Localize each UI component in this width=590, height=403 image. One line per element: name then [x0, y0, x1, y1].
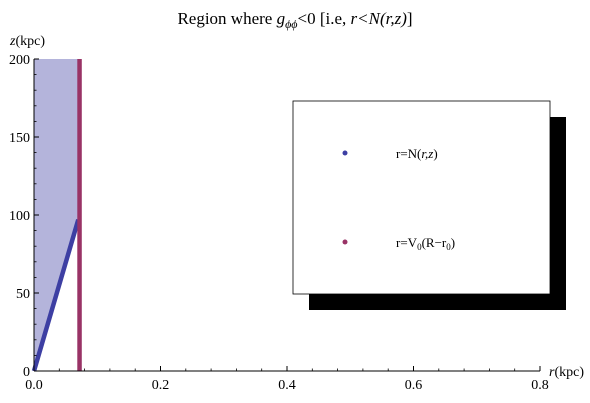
- legend-box: [292, 100, 551, 295]
- title-expression: r<N(r,z): [351, 9, 408, 28]
- x-axis-variable: r: [549, 365, 555, 380]
- x-axis-unit: (kpc): [554, 365, 584, 380]
- y-axis-variable: z: [9, 34, 16, 49]
- x-axis-label: r(kpc): [549, 365, 584, 380]
- x-tick-label: 0.2: [152, 378, 170, 393]
- legend-series-2-sub2: 0: [446, 242, 451, 252]
- x-tick-label: 0.6: [405, 378, 423, 393]
- x-tick-label: 0.8: [531, 378, 549, 393]
- y-tick-label: 100: [9, 209, 30, 224]
- y-axis-unit: (kpc): [15, 34, 45, 49]
- title-prefix: Region where: [177, 9, 276, 28]
- y-tick-label: 50: [16, 287, 30, 302]
- legend-marker-series-2: [342, 239, 348, 245]
- legend-series-2-sub: 0: [417, 242, 422, 252]
- chart-title: Region where gϕϕ<0 [i.e, r<N(r,z)]: [177, 9, 412, 31]
- title-subscript: ϕϕ: [285, 17, 297, 31]
- legend-label-series-1: r=N(r,z): [396, 146, 438, 161]
- y-axis-label: z(kpc): [9, 34, 45, 49]
- legend-series-1-end: ): [433, 146, 437, 161]
- legend-label-series-2: r=V0(R−r0): [396, 235, 455, 252]
- x-tick-label: 0.4: [278, 378, 296, 393]
- y-tick-label: 200: [9, 53, 30, 68]
- title-suffix: ]: [407, 9, 413, 28]
- series-layer: [31, 59, 82, 372]
- shaded-region-layer: [34, 59, 79, 371]
- title-symbol: g: [277, 9, 286, 28]
- legend-series-1-args: r,z: [421, 146, 433, 161]
- ticks-layer: 0.0 0.2 0.4 0.6 0.8 0 50 100 150 200: [9, 53, 549, 393]
- legend-series-2-end: ): [451, 235, 455, 250]
- x-tick-label: 0.0: [25, 378, 43, 393]
- legend-marker-series-1: [342, 150, 348, 156]
- legend-series-2-paren: (R−r: [422, 235, 447, 250]
- title-middle: <0 [i.e,: [298, 9, 351, 28]
- legend-series-2-main: r=V: [396, 235, 418, 250]
- shaded-region: [34, 59, 79, 371]
- legend: r=N(r,z) r=V0(R−r0): [292, 100, 566, 310]
- y-tick-label: 150: [9, 131, 30, 146]
- legend-series-1-main: r=N(: [396, 146, 421, 161]
- y-tick-label: 0: [23, 365, 30, 380]
- series-1-line: [31, 219, 81, 372]
